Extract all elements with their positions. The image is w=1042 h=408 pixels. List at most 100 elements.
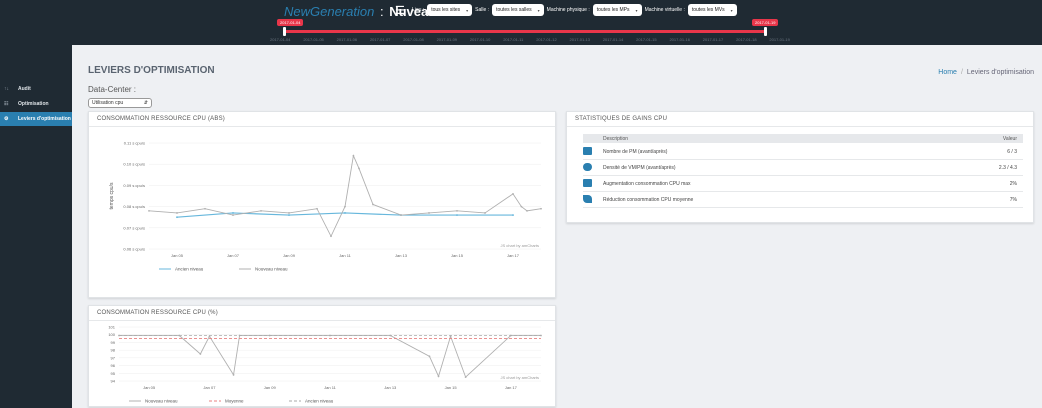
brand-newgeneration: NewGeneration [284, 4, 375, 19]
y-tick-label: 101 [108, 325, 115, 330]
chart-credit: JS chart by amCharts [501, 243, 539, 248]
x-tick-label: Jan 09 [283, 253, 296, 258]
slider-tick-label: 2017-01-12 [536, 37, 557, 42]
data-point [456, 209, 458, 212]
data-point [199, 353, 202, 355]
y-tick-label: 98 [111, 348, 116, 353]
col-description: Description [603, 136, 629, 142]
series-line [148, 154, 542, 238]
data-point [316, 207, 318, 210]
menu-toggle-icon[interactable]: ☰ [395, 5, 405, 17]
filter-label-salle: Salle : [475, 7, 490, 13]
y-axis-label: temps cpu/s [109, 182, 115, 209]
sidebar-item-leviers[interactable]: ⚙ Leviers d'optimisation [0, 112, 72, 126]
stats-table-header: Description Valeur [583, 134, 1023, 143]
legend-label: Nouveau niveau [145, 399, 178, 404]
y-tick-label: 0.11 s cpu/s [124, 141, 145, 146]
stat-value: 2.3 / 4.3 [998, 165, 1017, 171]
datacenter-select[interactable]: Utilisation cpu ⇵ [88, 98, 152, 108]
slider-tick-label: 2017-01-07 [369, 37, 391, 42]
x-tick-label: Jan 15 [445, 385, 458, 390]
data-point [512, 214, 514, 216]
select-salle[interactable]: toutes les salles ▾ [492, 4, 544, 16]
slider-tick-label: 2017-01-05 [303, 37, 324, 42]
slider-tick-label: 2017-01-09 [436, 37, 458, 42]
sidebar-item-audit[interactable]: ↑↓ Audit [0, 82, 72, 96]
slider-tick-label: 2017-01-10 [469, 37, 491, 42]
stat-description: Densité de VM/PM (avant/après) [603, 165, 676, 171]
data-point [232, 214, 234, 216]
x-tick-label: Jan 13 [395, 253, 408, 258]
select-lieu[interactable]: tous les sites ▾ [427, 4, 473, 16]
breadcrumb-separator: / [960, 69, 963, 76]
data-point [288, 212, 290, 214]
data-point [176, 216, 178, 219]
stat-description: Augmentation consommation CPU max [603, 181, 691, 187]
panel-cpu-percent: CONSOMMATION RESSOURCE CPU (%) 94 95 96 97 9… [88, 305, 556, 407]
panel-title: STATISTIQUES DE GAINS CPU [575, 116, 668, 122]
slider-tick-label: 2017-01-08 [403, 37, 424, 42]
legend-label: Ancien niveau [175, 267, 204, 272]
series-line [119, 334, 541, 378]
optimisation-icon: ☷ [4, 101, 9, 107]
filter-label-lieu: Lieu : [412, 7, 425, 13]
select-mp[interactable]: toutes les MPs ▾ [592, 4, 642, 16]
select-mv[interactable]: toutes les MVs ▾ [687, 4, 737, 16]
sidebar: ↑↓ Audit ☷ Optimisation ⚙ Leviers d'opti… [0, 45, 72, 408]
legend-label: Ancien niveau [305, 399, 334, 404]
slider-tick-label: 2017-01-15 [636, 37, 657, 42]
chevron-updown-icon: ⇵ [143, 100, 148, 106]
brand-logo[interactable]: NewGeneration : Nuvea [284, 4, 428, 19]
chevron-down-icon: ▾ [730, 7, 733, 13]
panel-cpu-abs: CONSOMMATION RESSOURCE CPU (ABS) 0.06 s … [88, 111, 556, 298]
datacenter-label: Data-Center : [88, 85, 137, 94]
slider-handle-from[interactable] [283, 27, 286, 36]
y-tick-label: 0.10 s cpu/s [123, 162, 145, 167]
filter-label-mp: Machine physique : [546, 7, 590, 13]
chart-credit: JS chart by amCharts [501, 375, 539, 380]
table-row: Nombre de PM (avant/après) 6 / 3 [583, 144, 1023, 160]
select-mv-value: toutes les MVs [691, 7, 725, 13]
select-lieu-value: tous les sites [431, 7, 461, 13]
x-tick-label: Jan 07 [227, 253, 240, 258]
slider-tick-label: 2017-01-13 [569, 37, 590, 42]
data-point [464, 376, 467, 379]
sidebar-item-optimisation[interactable]: ☷ Optimisation [0, 97, 72, 111]
slider-tick-label: 2017-01-11 [503, 37, 524, 42]
panel-divider [89, 126, 555, 127]
chart-icon: ↑↓ [4, 86, 9, 92]
y-tick-label: 0.08 s cpu/s [123, 204, 145, 209]
x-tick-label: Jan 17 [507, 253, 520, 258]
table-row: Augmentation consommation CPU max 2% [583, 176, 1023, 192]
y-tick-label: 95 [111, 371, 116, 376]
slider-handle-to[interactable] [764, 27, 767, 36]
x-tick-label: Jan 15 [451, 253, 464, 258]
y-tick-label: 0.07 s cpu/s [123, 225, 145, 230]
data-point [484, 212, 486, 214]
data-point [456, 214, 458, 216]
data-point [372, 203, 374, 206]
cloud-icon [583, 163, 592, 171]
chart-cpu-abs[interactable]: 0.06 s cpu/s 0.07 s cpu/s 0.08 s cpu/s 0.09… [89, 127, 555, 297]
data-point [148, 209, 150, 212]
data-point [526, 209, 528, 212]
data-point [437, 375, 440, 378]
chevron-down-icon: ▾ [466, 7, 469, 13]
calendar-icon [583, 147, 592, 155]
filter-bar: Lieu : tous les sites ▾ Salle : toutes le… [412, 4, 737, 16]
breadcrumb-home-link[interactable]: Home [938, 69, 957, 76]
chevron-down-icon: ▾ [537, 7, 540, 13]
slider-tick-label: 2017-01-19 [769, 37, 790, 42]
panel-stats: STATISTIQUES DE GAINS CPU Description Va… [566, 111, 1034, 223]
legend-label: Moyenne [225, 399, 244, 404]
date-range-slider[interactable] [283, 30, 767, 33]
panel-divider [567, 126, 1033, 127]
table-row: Réduction consommation CPU moyenne 7% [583, 192, 1023, 208]
sidebar-item-label: Audit [18, 86, 31, 92]
stat-value: 2% [1009, 181, 1017, 187]
stat-description: Nombre de PM (avant/après) [603, 149, 668, 155]
data-point [260, 209, 262, 212]
brand-separator: : [379, 4, 384, 19]
page-title: LEVIERS D'OPTIMISATION [88, 65, 215, 76]
